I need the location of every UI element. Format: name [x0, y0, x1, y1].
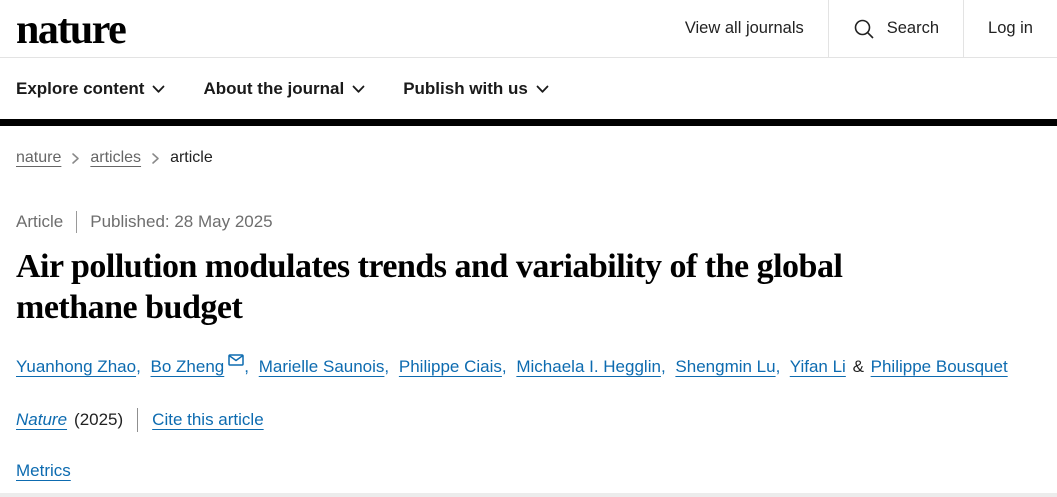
breadcrumb-articles[interactable]: articles [90, 149, 142, 166]
author-separator: , [244, 356, 249, 376]
author-list: Yuanhong Zhao, Bo Zheng, Marielle Saunoi… [16, 354, 1026, 380]
published-date: Published: 28 May 2025 [90, 212, 273, 231]
header-divider [963, 0, 965, 57]
author-link-bo-zheng[interactable]: Bo Zheng [150, 356, 225, 376]
search-label: Search [886, 19, 940, 37]
journal-nav: Explore content About the journal Publis… [0, 58, 1057, 119]
metrics-line: Metrics [16, 461, 1041, 481]
chevron-down-icon [536, 83, 549, 94]
nav-explore-content-label: Explore content [16, 78, 145, 98]
nature-logo[interactable]: nature [16, 6, 127, 53]
login-link[interactable]: Log in [988, 19, 1033, 37]
author-separator: , [136, 356, 141, 376]
journal-citation-line: Nature (2025) Cite this article [16, 408, 1041, 433]
author-link-philippe-ciais[interactable]: Philippe Ciais [398, 356, 502, 376]
author-link-philippe-bousquet[interactable]: Philippe Bousquet [870, 356, 1008, 376]
breadcrumb: nature articles article [16, 149, 1041, 167]
nav-explore-content[interactable]: Explore content [16, 79, 165, 99]
nav-about-the-journal-label: About the journal [203, 78, 345, 98]
author-link-yuanhong-zhao[interactable]: Yuanhong Zhao [16, 356, 137, 376]
header-right: View all journals Search Log in [661, 0, 1057, 57]
cite-this-article-link[interactable]: Cite this article [152, 410, 264, 430]
view-all-journals-link[interactable]: View all journals [684, 19, 804, 37]
author-separator: , [775, 356, 781, 376]
chevron-down-icon [352, 83, 365, 94]
breadcrumb-article: article [170, 149, 213, 166]
article-meta: Article Published: 28 May 2025 [16, 211, 1041, 233]
citation-divider [137, 408, 139, 433]
chevron-down-icon [152, 83, 165, 94]
nav-publish-with-us[interactable]: Publish with us [403, 79, 549, 99]
article-title: Air pollution modulates trends and varia… [16, 248, 843, 327]
chevron-right-icon [71, 152, 80, 165]
article-type-label: Article [16, 212, 64, 231]
next-section-edge [0, 493, 1057, 497]
top-header: nature View all journals Search Log in [0, 0, 1057, 58]
author-separator: , [501, 356, 507, 376]
email-icon[interactable] [228, 354, 245, 366]
chevron-right-icon [151, 152, 160, 165]
author-link-shengmin-lu[interactable]: Shengmin Lu [675, 356, 776, 376]
breadcrumb-nature[interactable]: nature [16, 149, 62, 166]
article-header-section: nature articles article Article Publishe… [0, 149, 1057, 481]
author-link-marielle-saunois[interactable]: Marielle Saunois [258, 356, 385, 376]
nav-publish-with-us-label: Publish with us [403, 78, 528, 98]
nav-about-the-journal[interactable]: About the journal [203, 79, 365, 99]
author-ampersand: & [852, 356, 864, 376]
meta-divider [76, 211, 78, 233]
author-link-yifan-li[interactable]: Yifan Li [789, 356, 846, 376]
search-icon [853, 18, 875, 40]
header-divider [827, 0, 829, 57]
journal-link[interactable]: Nature [16, 410, 68, 430]
header-divider-bar [0, 119, 1057, 126]
metrics-link[interactable]: Metrics [16, 461, 71, 481]
journal-year: (2025) [74, 410, 124, 430]
author-separator: , [660, 356, 666, 376]
author-link-michaela-hegglin[interactable]: Michaela I. Hegglin [516, 356, 661, 376]
author-separator: , [384, 356, 390, 376]
search-button[interactable]: Search [829, 0, 963, 57]
